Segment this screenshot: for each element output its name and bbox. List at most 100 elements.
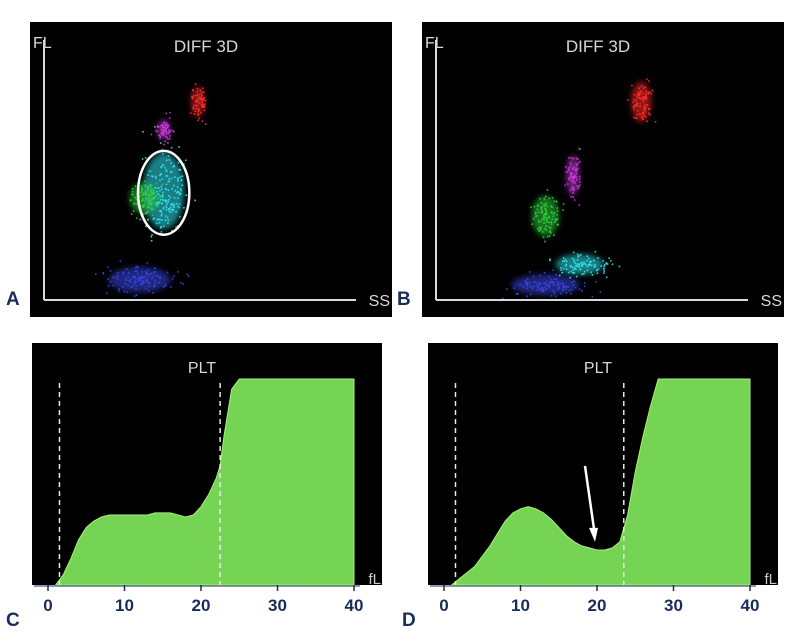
cluster-point bbox=[561, 281, 564, 283]
cluster-point bbox=[158, 202, 160, 205]
cluster-point bbox=[136, 273, 139, 275]
cluster-point bbox=[583, 271, 586, 273]
cluster-point bbox=[546, 213, 548, 216]
cluster-point bbox=[202, 106, 205, 108]
cluster-point bbox=[165, 175, 167, 177]
cluster-point bbox=[536, 215, 539, 217]
cluster-point bbox=[589, 263, 591, 265]
cluster-point bbox=[151, 209, 153, 211]
cluster-point bbox=[541, 289, 543, 291]
cluster-point bbox=[635, 117, 638, 120]
cluster-point bbox=[151, 277, 153, 280]
cluster-point bbox=[566, 171, 568, 173]
chart-title: DIFF 3D bbox=[566, 37, 630, 56]
cluster-point bbox=[163, 130, 165, 132]
x-tick-label: 40 bbox=[741, 596, 760, 615]
cluster-point bbox=[135, 278, 137, 280]
cluster-point bbox=[639, 91, 642, 93]
cluster-point bbox=[585, 263, 587, 266]
cluster-point bbox=[545, 284, 547, 287]
cluster-point bbox=[654, 121, 657, 123]
cluster-point bbox=[572, 157, 575, 160]
cluster-point bbox=[556, 218, 559, 221]
cluster-point bbox=[179, 188, 182, 190]
cluster-point bbox=[579, 175, 581, 178]
cluster-point bbox=[553, 292, 556, 295]
cluster-point bbox=[545, 213, 547, 215]
cluster-point bbox=[147, 289, 150, 292]
cluster-point bbox=[135, 198, 138, 200]
cluster-point bbox=[179, 169, 182, 171]
cluster-point bbox=[194, 83, 197, 85]
cluster-point bbox=[544, 216, 547, 218]
x-axis-label: fL bbox=[368, 571, 381, 588]
cluster-point bbox=[202, 104, 205, 107]
cluster-point bbox=[571, 257, 574, 260]
cluster-point bbox=[153, 190, 155, 192]
cluster-point bbox=[170, 203, 172, 206]
cluster-point bbox=[148, 275, 150, 278]
cluster-point bbox=[553, 284, 555, 287]
cluster-point bbox=[149, 273, 151, 275]
cluster-point bbox=[196, 104, 198, 107]
cluster-point bbox=[639, 106, 641, 108]
cluster-point bbox=[161, 213, 163, 216]
cluster-point bbox=[542, 288, 545, 290]
cluster-point bbox=[556, 284, 558, 286]
cluster-point bbox=[648, 108, 651, 110]
cluster-point bbox=[640, 90, 642, 92]
cluster-point bbox=[530, 206, 532, 209]
cluster-point bbox=[618, 265, 621, 268]
cluster-point bbox=[541, 211, 544, 213]
cluster-point bbox=[545, 229, 547, 231]
cluster-point bbox=[640, 85, 643, 87]
cluster-point bbox=[573, 272, 575, 274]
cluster-point bbox=[144, 193, 147, 196]
cluster-point bbox=[572, 196, 574, 198]
cluster-point bbox=[168, 117, 171, 119]
cluster-point bbox=[550, 278, 553, 281]
cluster-point bbox=[569, 176, 572, 178]
cluster-point bbox=[567, 271, 570, 274]
cluster-point bbox=[133, 283, 136, 285]
cluster-point bbox=[540, 226, 542, 229]
cluster-point bbox=[604, 263, 606, 266]
cluster-point bbox=[156, 197, 159, 200]
cluster-point bbox=[575, 157, 578, 159]
cluster-point bbox=[603, 265, 606, 267]
cluster-point bbox=[651, 89, 654, 92]
cluster-point bbox=[147, 280, 149, 282]
cluster-point bbox=[127, 284, 129, 287]
cluster-point bbox=[548, 275, 550, 278]
cluster-point bbox=[565, 292, 568, 294]
cluster-point bbox=[140, 185, 143, 188]
cluster-point bbox=[570, 270, 572, 273]
cluster-point bbox=[578, 288, 581, 291]
cluster-point bbox=[173, 197, 176, 199]
cluster-point bbox=[128, 272, 130, 274]
cluster-point bbox=[159, 195, 161, 198]
cluster-point bbox=[191, 95, 193, 98]
cluster-point bbox=[575, 172, 578, 175]
cluster-point bbox=[526, 278, 529, 280]
cluster-point bbox=[160, 132, 163, 134]
cluster-point bbox=[562, 283, 564, 285]
cluster-point bbox=[164, 188, 167, 190]
cluster-point bbox=[562, 203, 565, 205]
cluster-point bbox=[178, 203, 181, 205]
cluster-point bbox=[141, 200, 143, 202]
cluster-point bbox=[160, 215, 163, 217]
cluster-point bbox=[553, 212, 556, 214]
cluster-point bbox=[574, 169, 576, 171]
cluster-point bbox=[144, 180, 146, 182]
cluster-point bbox=[543, 282, 545, 284]
cluster-point bbox=[547, 216, 549, 219]
cluster-point bbox=[203, 106, 206, 108]
cluster-cyan bbox=[549, 250, 621, 279]
cluster-point bbox=[548, 216, 551, 219]
cluster-point bbox=[546, 284, 549, 287]
cluster-point bbox=[572, 269, 574, 271]
cluster-point bbox=[141, 158, 144, 160]
cluster-point bbox=[569, 276, 571, 279]
cluster-point bbox=[141, 282, 143, 284]
